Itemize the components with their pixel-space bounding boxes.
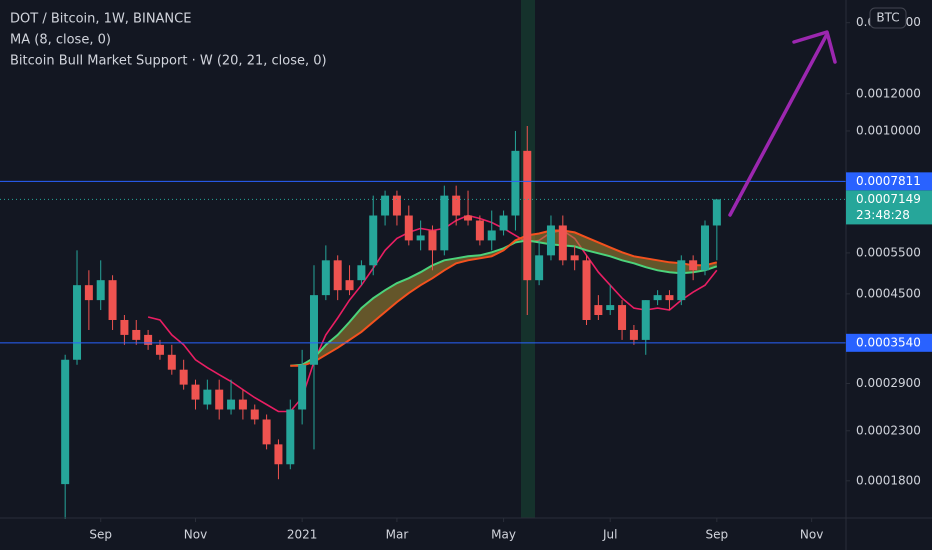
candle-body [215, 389, 224, 410]
candle-body [357, 265, 366, 281]
x-tick-label: May [491, 528, 516, 542]
candle-body [499, 215, 508, 231]
candle-body [392, 195, 401, 216]
chart-title: DOT / Bitcoin, 1W, BINANCE [10, 12, 191, 27]
x-tick-label: Sep [89, 528, 112, 542]
candle-body [238, 399, 247, 410]
arrow-head [792, 30, 837, 64]
band-fill [290, 230, 717, 366]
candle-body [61, 359, 70, 485]
candle-body [689, 260, 698, 271]
candle-body [321, 260, 330, 296]
x-tick-label: Jul [602, 528, 617, 542]
candle-body [286, 409, 295, 465]
candle-body [333, 260, 342, 291]
currency-badge[interactable] [869, 7, 907, 29]
candle-body [108, 280, 117, 320]
legend-ma: MA (8, close, 0) [10, 33, 111, 48]
level-label: 0.0007811 [856, 174, 921, 188]
candle-body [73, 285, 82, 360]
candle-body [274, 444, 283, 465]
candle-body [155, 344, 164, 355]
y-tick-label: 0.0002900 [856, 376, 921, 390]
y-tick-label: 0.0002300 [856, 423, 921, 437]
candle-body [203, 389, 212, 405]
candle-body [594, 305, 603, 316]
countdown-label: 23:48:28 [856, 208, 910, 222]
y-tick-label: 0.0001800 [856, 473, 921, 487]
x-tick-label: Sep [706, 528, 729, 542]
axes: 0.0001800 0.0002300 0.0002900 0.0004500 0.00… [89, 15, 932, 542]
level-badge [846, 333, 932, 352]
candle-body [618, 305, 627, 330]
candle-body [345, 280, 354, 291]
candle-body [179, 369, 188, 385]
candle-body [487, 230, 496, 241]
candle-body [701, 225, 709, 271]
x-tick-label: Nov [800, 528, 823, 542]
arrow-shaft [728, 34, 828, 217]
level-badge [846, 172, 932, 191]
candle-body [404, 215, 413, 241]
candle-body [558, 225, 567, 261]
y-tick-label: 0.0005500 [856, 245, 921, 259]
candle-body [416, 235, 425, 241]
candle-body [452, 195, 461, 216]
candle-body [523, 150, 532, 281]
level-label: 0.0003540 [856, 335, 921, 349]
candle-body [570, 255, 579, 261]
x-tick-label: Mar [386, 528, 409, 542]
candle-body [96, 280, 105, 301]
candle-body [120, 319, 129, 335]
candle-body [712, 199, 721, 226]
y-tick-label: 0.0004500 [856, 286, 921, 300]
currency-label[interactable]: BTC [876, 11, 899, 25]
candle-body [369, 215, 378, 266]
candle-body [262, 419, 271, 445]
y-tick-label: 0.0010000 [856, 123, 921, 137]
candle-body [84, 285, 93, 301]
candle-body [665, 295, 674, 301]
legend-bull-band: Bitcoin Bull Market Support · W (20, 21,… [10, 54, 327, 69]
candle-body [677, 260, 686, 301]
candle-body [191, 384, 200, 400]
candle-body [475, 220, 484, 241]
x-tick-label: Nov [184, 528, 207, 542]
last-price-label: 0.0007149 [856, 192, 921, 206]
band-line [290, 229, 718, 367]
plot-area [0, 125, 846, 519]
candle-body [629, 329, 638, 340]
candle-body [440, 195, 449, 251]
last-price-badge [846, 190, 932, 225]
candle-body [132, 329, 141, 340]
candle-body [428, 230, 437, 251]
candle-body [298, 364, 307, 410]
candle-body [227, 399, 236, 410]
candle-body [606, 305, 615, 311]
candle-body [641, 300, 650, 340]
candle-body [546, 225, 555, 256]
candle-body [381, 195, 390, 216]
candle-body [535, 255, 544, 281]
candle-body [464, 215, 473, 221]
candle-body [309, 295, 318, 365]
band-line [290, 239, 718, 367]
candle-body [653, 295, 662, 301]
x-tick-label: 2021 [287, 528, 318, 542]
candle-body [167, 354, 176, 370]
y-tick-label: 0.0012000 [856, 86, 921, 100]
candle-body [250, 409, 259, 420]
candle-body [144, 334, 153, 345]
candle-body [582, 260, 591, 320]
candle-body [511, 150, 520, 216]
